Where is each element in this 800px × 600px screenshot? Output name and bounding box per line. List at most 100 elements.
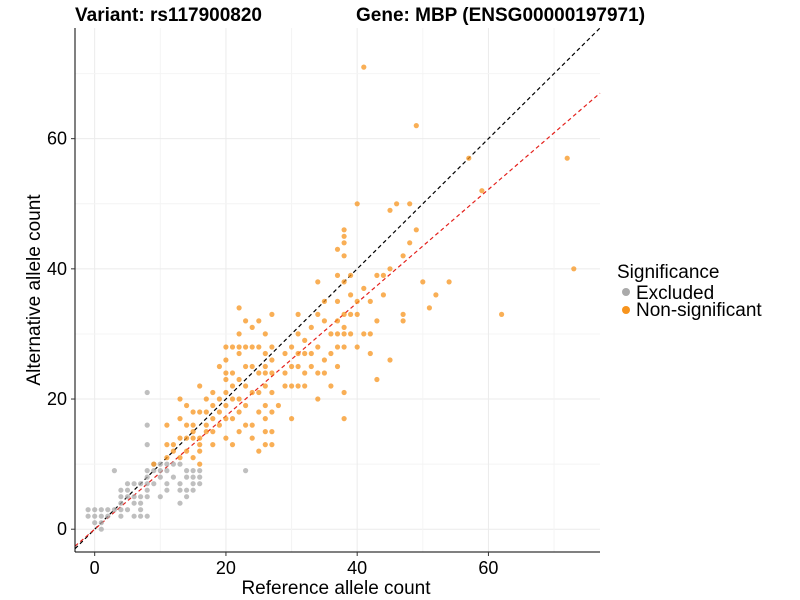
point-excluded xyxy=(170,474,176,480)
point-non-significant xyxy=(236,305,242,311)
point-non-significant xyxy=(295,350,301,357)
point-non-significant xyxy=(341,279,347,285)
point-non-significant xyxy=(229,370,236,376)
point-excluded xyxy=(157,468,163,474)
point-non-significant xyxy=(341,233,347,239)
point-non-significant xyxy=(269,357,275,363)
point-non-significant xyxy=(315,279,321,285)
point-non-significant xyxy=(184,435,190,441)
point-non-significant xyxy=(302,337,308,343)
point-excluded xyxy=(124,507,131,513)
point-excluded xyxy=(105,507,111,513)
point-non-significant xyxy=(354,344,360,350)
point-non-significant xyxy=(223,344,229,350)
point-non-significant xyxy=(334,363,341,370)
point-excluded xyxy=(157,461,163,467)
point-non-significant xyxy=(236,376,242,383)
point-non-significant xyxy=(269,409,275,415)
point-excluded xyxy=(85,507,91,513)
point-non-significant xyxy=(387,207,393,213)
point-non-significant xyxy=(223,376,229,383)
point-non-significant xyxy=(262,429,268,435)
y-tick-label: 20 xyxy=(47,389,67,409)
legend-marker-non-significant xyxy=(622,306,630,314)
point-excluded xyxy=(98,520,104,526)
point-non-significant xyxy=(341,324,347,330)
x-tick-label: 0 xyxy=(90,558,100,578)
point-excluded xyxy=(98,513,104,519)
point-excluded xyxy=(157,494,163,500)
point-excluded xyxy=(184,494,190,500)
point-non-significant xyxy=(177,396,183,402)
point-non-significant xyxy=(321,357,327,363)
legend: Significance Excluded Non-significant xyxy=(617,262,762,321)
y-tick-label: 0 xyxy=(57,519,67,539)
point-non-significant xyxy=(295,331,301,337)
point-non-significant xyxy=(354,298,360,304)
point-excluded xyxy=(124,494,131,500)
point-excluded xyxy=(118,487,124,493)
point-non-significant xyxy=(269,344,275,350)
point-non-significant xyxy=(367,350,373,357)
point-non-significant xyxy=(374,272,380,278)
point-excluded xyxy=(144,422,150,428)
point-excluded xyxy=(98,507,104,513)
point-excluded xyxy=(184,474,190,480)
point-excluded xyxy=(118,507,124,513)
point-non-significant xyxy=(413,123,419,129)
point-non-significant xyxy=(354,201,360,207)
point-non-significant xyxy=(164,422,170,428)
point-non-significant xyxy=(315,396,321,402)
point-non-significant xyxy=(367,331,373,337)
point-non-significant xyxy=(223,370,229,376)
point-non-significant xyxy=(236,344,242,350)
point-excluded xyxy=(190,487,196,493)
point-non-significant xyxy=(426,305,432,311)
point-excluded xyxy=(131,494,137,500)
point-non-significant xyxy=(243,383,249,389)
point-non-significant xyxy=(262,416,268,422)
point-excluded xyxy=(118,494,124,500)
point-excluded xyxy=(138,481,144,487)
grid-lines xyxy=(75,28,600,552)
point-excluded xyxy=(177,487,183,493)
point-non-significant xyxy=(223,416,229,422)
point-non-significant xyxy=(197,461,203,467)
point-excluded xyxy=(105,513,111,519)
point-non-significant xyxy=(216,396,222,402)
point-non-significant xyxy=(308,324,314,330)
point-non-significant xyxy=(302,383,308,389)
point-excluded xyxy=(124,487,131,493)
point-non-significant xyxy=(321,298,327,304)
point-non-significant xyxy=(210,429,216,435)
point-non-significant xyxy=(203,422,209,428)
point-excluded xyxy=(184,487,190,493)
point-non-significant xyxy=(243,363,249,370)
point-non-significant xyxy=(170,448,176,454)
point-non-significant xyxy=(223,357,229,363)
point-non-significant xyxy=(256,318,262,324)
point-non-significant xyxy=(197,442,203,448)
point-excluded xyxy=(144,468,150,474)
point-non-significant xyxy=(361,64,367,70)
point-non-significant xyxy=(341,253,347,259)
point-non-significant xyxy=(262,370,268,376)
point-non-significant xyxy=(177,455,183,461)
point-non-significant xyxy=(321,370,327,376)
point-excluded xyxy=(138,507,144,513)
point-non-significant xyxy=(249,389,255,396)
point-excluded xyxy=(190,474,196,480)
point-non-significant xyxy=(184,448,190,454)
point-non-significant xyxy=(269,442,275,448)
point-excluded xyxy=(144,474,150,480)
point-non-significant xyxy=(367,298,373,304)
axes xyxy=(74,28,600,553)
point-non-significant xyxy=(164,442,170,448)
point-non-significant xyxy=(223,389,229,396)
x-tick-label: 60 xyxy=(478,558,498,578)
point-non-significant xyxy=(184,402,190,409)
point-non-significant xyxy=(446,279,452,285)
point-non-significant xyxy=(321,318,327,324)
point-non-significant xyxy=(571,266,577,272)
